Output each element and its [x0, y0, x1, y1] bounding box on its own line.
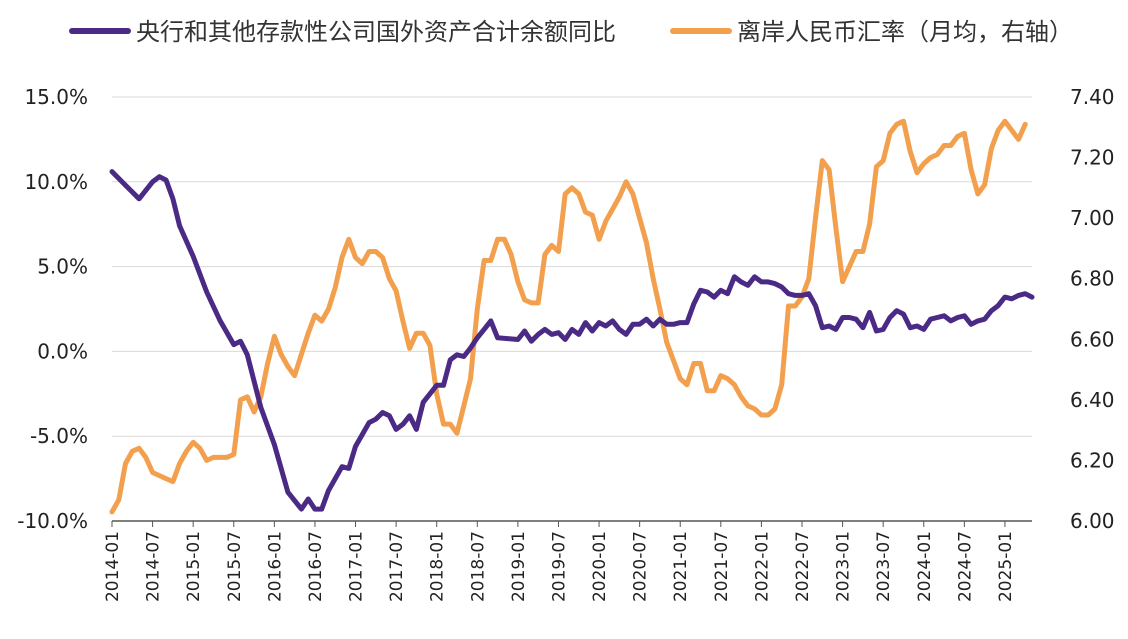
x-tick-label: 2022-01: [752, 531, 772, 602]
y-left-tick-label: 15.0%: [24, 85, 88, 109]
x-tick-label: 2024-07: [955, 531, 975, 602]
y-right-tick-label: 6.80: [1070, 267, 1115, 291]
x-tick-label: 2024-01: [915, 531, 935, 602]
y-axis-left: -10.0% -5.0% 0.0% 5.0% 10.0% 15.0%: [17, 85, 88, 533]
x-tick-label: 2017-01: [347, 531, 367, 602]
series-line-2: [109, 118, 1028, 515]
x-tick-label: 2020-01: [590, 531, 610, 602]
x-tick-label: 2016-07: [306, 531, 326, 602]
x-tick-label: 2023-07: [874, 531, 894, 602]
x-tick-label: 2015-07: [225, 531, 245, 602]
y-left-tick-label: 5.0%: [37, 255, 88, 279]
x-tick-label: 2018-01: [428, 531, 448, 602]
legend-label-series-1: 央行和其他存款性公司国外资产合计余额同比: [136, 18, 616, 46]
y-left-tick-label: -10.0%: [17, 509, 88, 533]
y-left-tick-label: 10.0%: [24, 170, 88, 194]
x-tick-label: 2019-07: [549, 531, 569, 602]
y-axis-right: 6.00 6.20 6.40 6.60 6.80 7.00 7.20 7.40: [1070, 85, 1115, 533]
x-tick-label: 2021-01: [671, 531, 691, 602]
gridlines: [112, 96, 1032, 437]
x-axis: 2014-01 2014-07 2015-01 2015-07 2016-01 2016-…: [103, 520, 1032, 602]
x-tick-label: 2019-01: [509, 531, 529, 602]
x-tick-label: 2014-01: [103, 531, 123, 602]
x-tick-label: 2018-07: [468, 531, 488, 602]
y-right-tick-label: 6.40: [1070, 388, 1115, 412]
legend-label-series-2: 离岸人民币汇率（月均，右轴）: [737, 18, 1073, 46]
y-right-tick-label: 7.40: [1070, 85, 1115, 109]
y-right-tick-label: 6.20: [1070, 448, 1115, 472]
series-lines: [109, 118, 1035, 515]
y-right-tick-label: 6.60: [1070, 327, 1115, 351]
y-left-tick-label: 0.0%: [37, 339, 88, 363]
x-tick-label: 2023-01: [834, 531, 854, 602]
chart-legend: 央行和其他存款性公司国外资产合计余额同比 离岸人民币汇率（月均，右轴）: [69, 18, 1073, 46]
y-right-tick-label: 7.20: [1070, 146, 1115, 170]
x-tick-label: 2025-01: [996, 531, 1016, 602]
y-left-tick-label: -5.0%: [30, 424, 88, 448]
y-right-tick-label: 7.00: [1070, 206, 1115, 230]
series-line-1: [109, 169, 1035, 512]
x-tick-label: 2016-01: [265, 531, 285, 602]
x-tick-label: 2014-07: [144, 531, 164, 602]
x-tick-label: 2022-07: [793, 531, 813, 602]
x-tick-label: 2020-07: [631, 531, 651, 602]
x-tick-label: 2015-01: [184, 531, 204, 602]
x-tick-label: 2021-07: [712, 531, 732, 602]
x-tick-label: 2017-07: [387, 531, 407, 602]
y-right-tick-label: 6.00: [1070, 509, 1115, 533]
